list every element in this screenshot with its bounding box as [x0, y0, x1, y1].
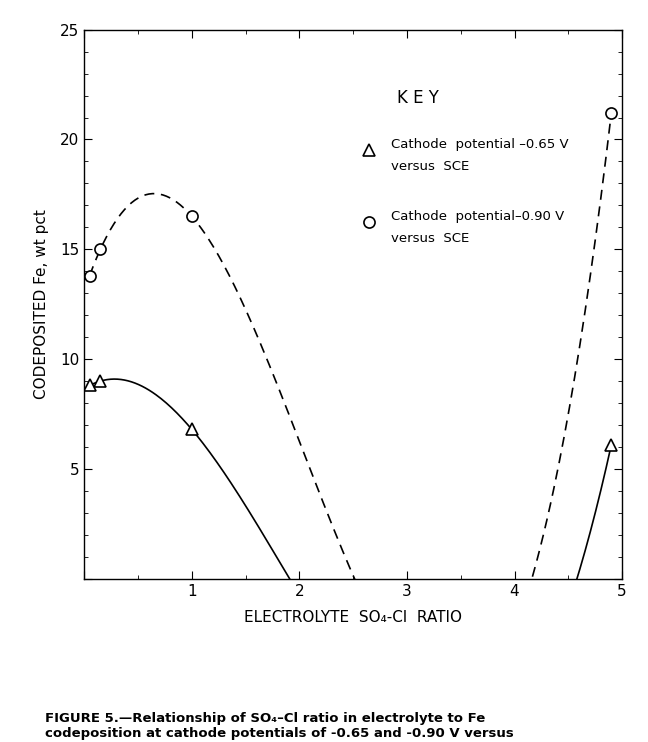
Text: Cathode  potential –0.65 V: Cathode potential –0.65 V [391, 139, 568, 151]
Text: versus  SCE: versus SCE [391, 232, 469, 245]
X-axis label: ELECTROLYTE  SO₄-Cl  RATIO: ELECTROLYTE SO₄-Cl RATIO [244, 610, 462, 625]
Text: versus  SCE: versus SCE [391, 160, 469, 174]
Y-axis label: CODEPOSITED Fe, wt pct: CODEPOSITED Fe, wt pct [34, 209, 49, 399]
Text: FIGURE 5.—Relationship of SO₄–Cl ratio in electrolyte to Fe
codeposition at cath: FIGURE 5.—Relationship of SO₄–Cl ratio i… [45, 712, 514, 742]
Text: K E Y: K E Y [397, 88, 439, 107]
Text: Cathode  potential–0.90 V: Cathode potential–0.90 V [391, 210, 564, 223]
